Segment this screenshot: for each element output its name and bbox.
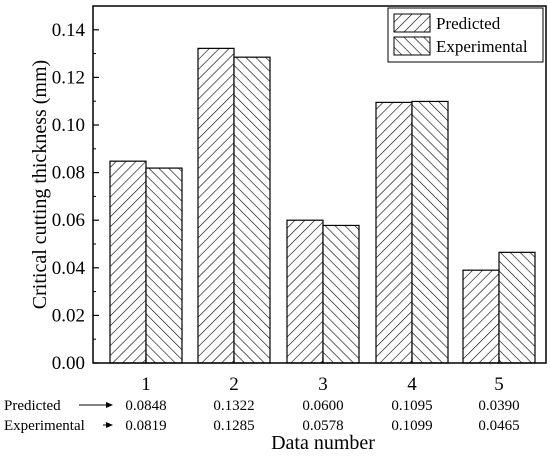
table-cell: 0.1099 (391, 418, 432, 434)
y-tick-label: 0.02 (52, 305, 85, 326)
y-axis-title: Critical cutting thickness (mm) (29, 60, 51, 309)
x-tick-label: 5 (494, 374, 504, 395)
arrow-head-icon (106, 402, 113, 408)
bar-experimental-4 (411, 100, 449, 364)
legend-swatch-experimental (393, 36, 431, 56)
y-tick-label: 0.10 (52, 115, 85, 136)
table-cell: 0.0819 (125, 418, 166, 434)
table-cell: 0.0600 (302, 398, 343, 414)
bar-predicted-2 (197, 47, 235, 364)
bar-experimental-2 (233, 56, 271, 364)
legend-label-experimental: Experimental (436, 37, 528, 56)
y-tick-label: 0.04 (52, 258, 86, 279)
y-tick-label: 0.12 (52, 67, 85, 88)
x-tick-label: 1 (141, 374, 151, 395)
bar-predicted-5 (462, 269, 500, 364)
bars-group (109, 47, 536, 364)
bar-predicted-4 (375, 101, 413, 364)
table-cell: 0.0848 (125, 398, 166, 414)
table-cell: 0.0578 (302, 418, 343, 434)
y-axis: 0.00 0.02 0.04 0.06 0.08 0.10 0.12 0.14 (52, 20, 99, 374)
table-cell: 0.0465 (478, 418, 519, 434)
table-cell: 0.1095 (391, 398, 432, 414)
x-axis-title: Data number (271, 432, 375, 454)
bar-predicted-1 (109, 160, 147, 364)
x-tick-label: 3 (318, 374, 328, 395)
value-table: Predicted 0.0848 0.1322 0.0600 0.1095 0.0390 E… (4, 398, 520, 434)
legend-swatch-predicted (393, 13, 431, 33)
x-tick-label: 2 (229, 374, 239, 395)
y-tick-label: 0.06 (52, 210, 85, 231)
table-row-label: Experimental (4, 418, 85, 434)
y-tick-label: 0.08 (52, 163, 85, 184)
table-cell: 0.0390 (478, 398, 519, 414)
bar-experimental-3 (322, 224, 360, 364)
bar-experimental-5 (498, 251, 536, 364)
plot-frame (92, 5, 547, 364)
bar-experimental-1 (145, 167, 183, 364)
legend: Predicted Experimental (387, 7, 544, 63)
x-tick-label: 4 (407, 374, 417, 395)
table-cell: 0.1322 (213, 398, 254, 414)
y-tick-label: 0.00 (52, 353, 85, 374)
table-cell: 0.1285 (213, 418, 254, 434)
table-row-label: Predicted (4, 398, 61, 414)
y-tick-label: 0.14 (52, 20, 86, 41)
legend-label-predicted: Predicted (436, 14, 501, 33)
x-axis: 1 2 3 4 5 (141, 357, 504, 395)
bar-predicted-3 (286, 219, 324, 364)
arrow-head-icon (106, 422, 113, 428)
